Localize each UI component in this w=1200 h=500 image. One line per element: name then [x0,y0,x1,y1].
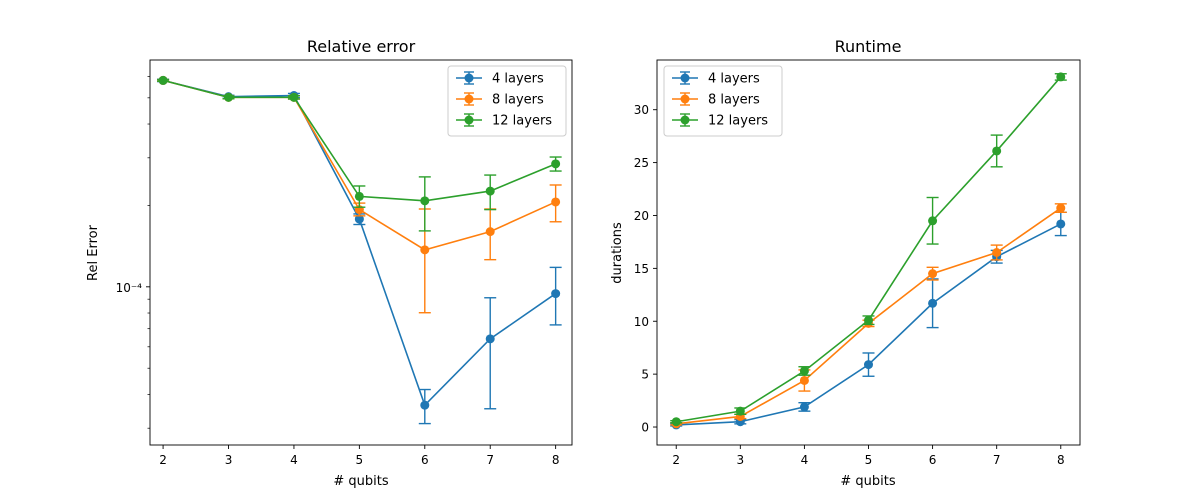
data-point [1056,219,1066,229]
data-point [799,366,809,376]
legend-marker [680,94,690,104]
data-point [928,269,938,279]
x-tick-label: 7 [993,453,1001,467]
data-point [992,146,1002,156]
data-point [420,245,430,255]
data-point [289,92,299,102]
data-point [485,334,495,344]
x-tick-label: 8 [552,453,560,467]
data-point [799,402,809,412]
runtime-chart: Runtime # qubits durations 2 3 4 5 6 7 8 0 5 10 15… [610,37,1081,489]
x-tick-label: 5 [356,453,364,467]
y-tick-label: 30 [634,103,649,117]
chart-title: Relative error [307,37,416,56]
x-tick-label: 5 [865,453,873,467]
y-tick-label: 5 [641,368,649,382]
data-point [551,289,561,299]
legend-label: 4 layers [708,72,760,87]
x-tick-label: 3 [225,453,233,467]
y-tick-label: 10⁻⁴ [116,281,143,295]
data-point [354,191,364,201]
legend-label: 12 layers [708,114,768,129]
y-axis-label: Rel Error [86,224,101,281]
legend-box [447,65,567,137]
relative-error-chart: Relative error # qubits Rel Error 2 3 4 5 6 7… [86,37,573,489]
x-tick-label: 6 [929,453,937,467]
data-point [354,214,364,224]
data-point [864,360,873,370]
data-point [928,216,938,226]
data-point [799,375,809,385]
data-point [224,92,234,102]
x-axis-label: # qubits [333,474,388,489]
data-point [735,406,745,416]
x-tick-label: 6 [421,453,429,467]
data-point [420,196,430,206]
legend-label: 12 layers [492,114,552,129]
x-tick-label: 2 [672,453,680,467]
data-point [992,248,1002,257]
x-tick-label: 7 [486,453,494,467]
data-point [551,197,561,207]
chart-title: Runtime [835,37,902,56]
data-point [485,186,495,196]
data-point [551,159,561,169]
x-tick-label: 3 [736,453,744,467]
data-point [485,227,495,237]
x-tick-label: 4 [801,453,809,467]
data-point [671,417,681,427]
x-tick-label: 2 [159,453,167,467]
y-tick-label: 0 [641,421,649,435]
legend-marker [464,94,474,104]
plot-frame [149,59,573,446]
data-point [1056,203,1066,213]
legend-label: 8 layers [708,93,760,108]
data-point [928,298,938,308]
legend-box [663,65,783,137]
legend-label: 4 layers [492,72,544,87]
data-point [864,315,873,325]
legend-marker [464,73,474,83]
legend-label: 8 layers [492,93,544,108]
legend-marker [464,115,474,125]
y-tick-label: 10 [634,315,649,329]
y-tick-label: 25 [634,156,649,170]
data-point [158,75,168,85]
x-axis-label: # qubits [840,474,895,489]
y-tick-label: 20 [634,209,649,223]
legend-marker [680,115,690,125]
x-tick-label: 8 [1057,453,1065,467]
data-point [1056,72,1066,82]
y-axis-label: durations [610,222,625,284]
data-point [420,400,430,410]
y-tick-label: 15 [634,262,649,276]
legend-marker [680,73,690,83]
x-tick-label: 4 [290,453,298,467]
